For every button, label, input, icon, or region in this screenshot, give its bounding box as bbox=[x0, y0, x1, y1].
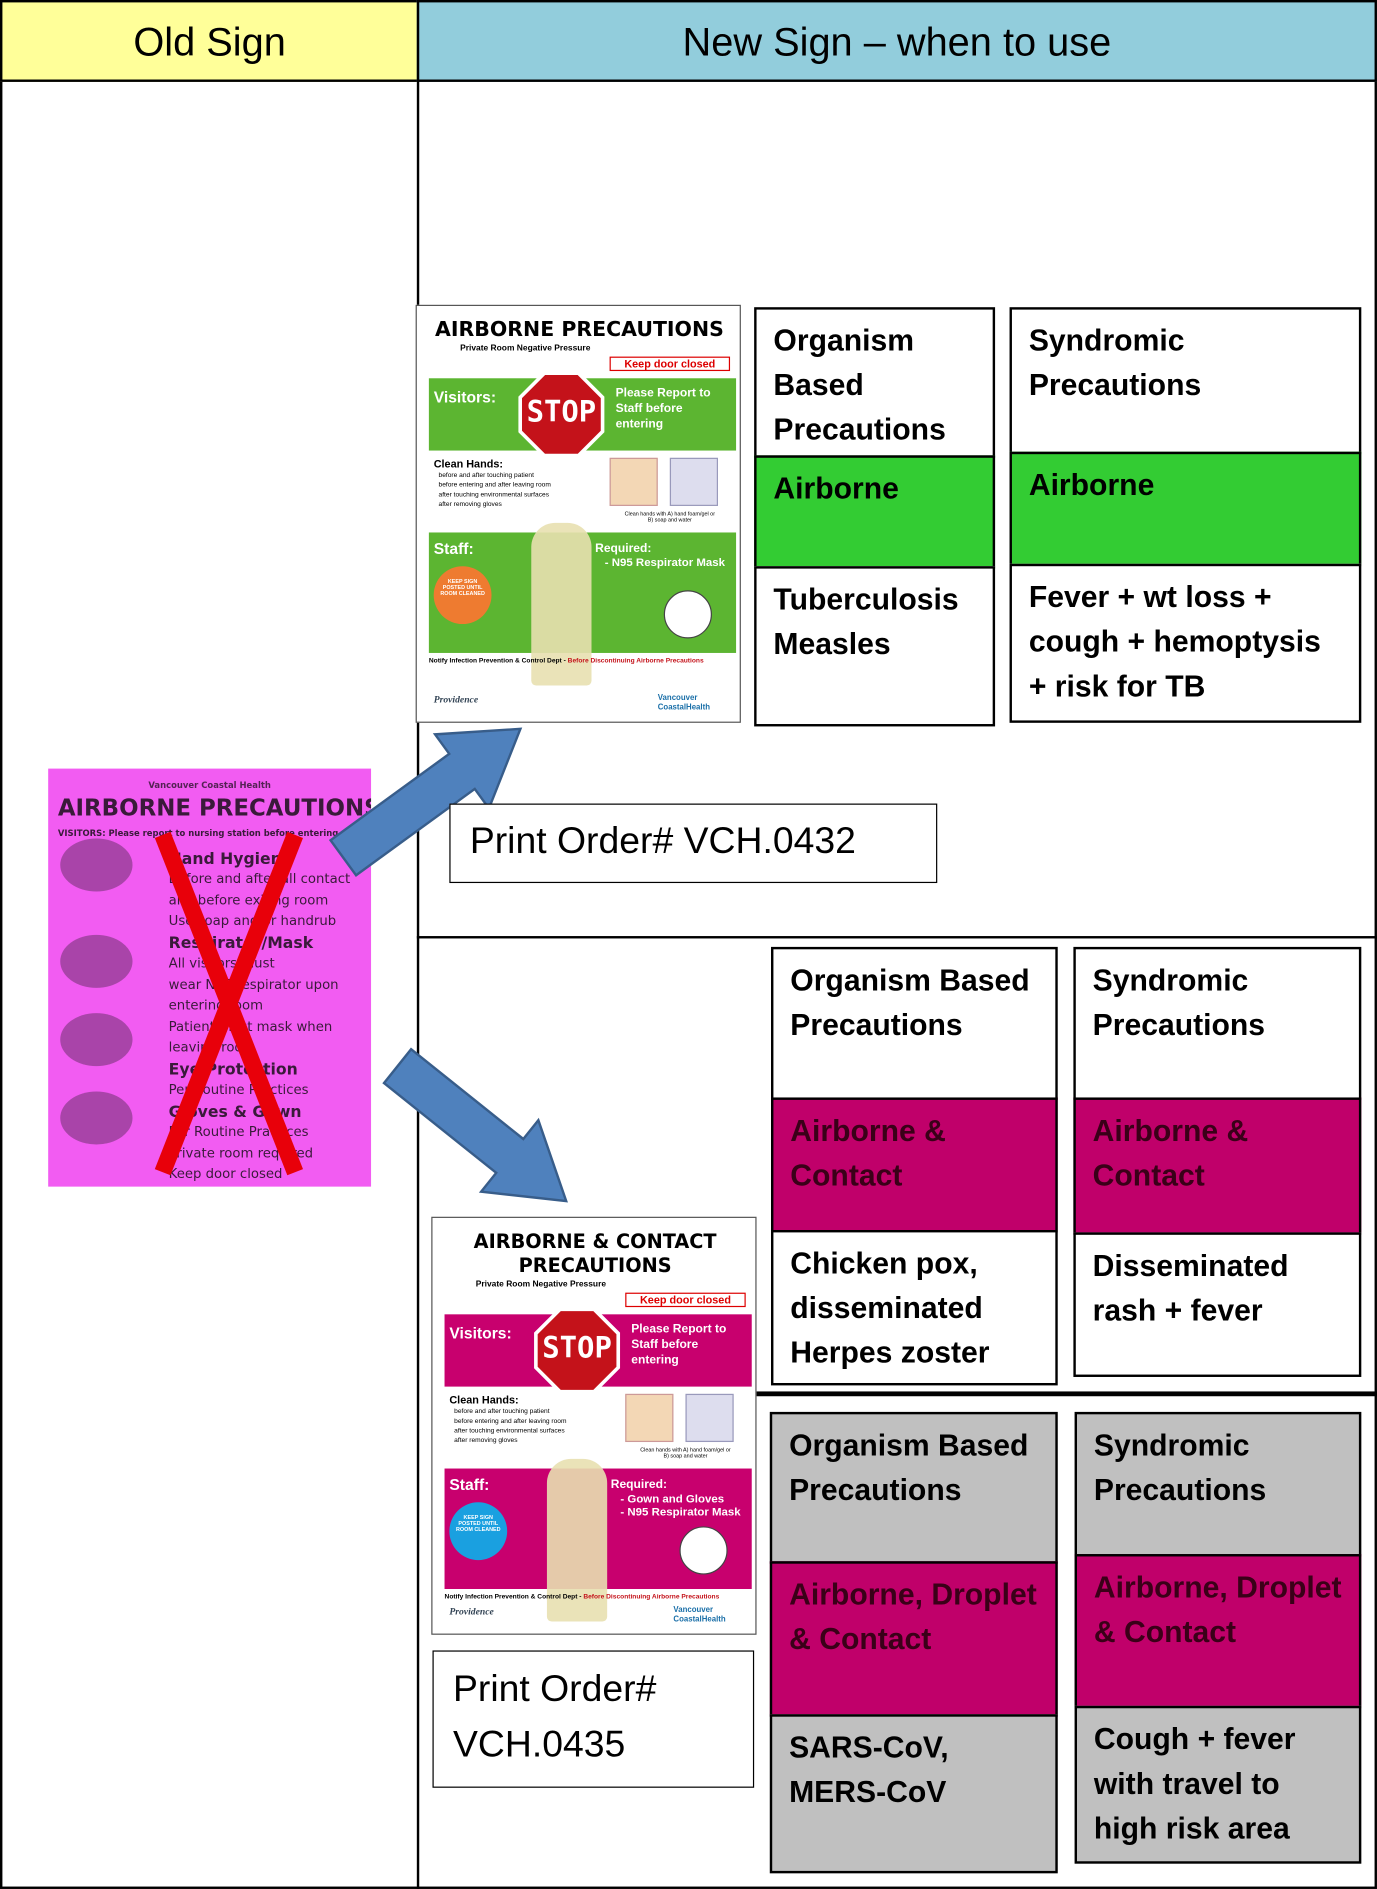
bullet: before and after touching patient bbox=[438, 472, 534, 480]
wash: Clean hands with A) hand foam/gel or B) … bbox=[624, 510, 716, 523]
cases-cell: Fever + wt loss + cough + hemoptysis + r… bbox=[1009, 563, 1362, 723]
bullet: before and after touching patient bbox=[454, 1408, 550, 1416]
icon bbox=[60, 1091, 133, 1145]
bullet: after removing gloves bbox=[454, 1437, 518, 1445]
report: Please Report to Staff before entering bbox=[631, 1322, 727, 1368]
octagon bbox=[518, 371, 605, 458]
notify: Notify Infection Prevention & Control De… bbox=[428, 657, 704, 665]
poster-title: AIRBORNE & CONTACT PRECAUTIONS bbox=[473, 1229, 717, 1277]
staff-figure bbox=[546, 1458, 608, 1622]
vch: Vancouver CoastalHealth bbox=[657, 693, 711, 712]
old-line: Keep door closed bbox=[168, 1166, 283, 1182]
door-sign: Keep door closed bbox=[609, 356, 731, 372]
notify-red: Before Discontinuing Airborne Precaution… bbox=[567, 657, 704, 665]
stop-sign bbox=[534, 1307, 621, 1394]
bullet: after removing gloves bbox=[438, 501, 502, 509]
staff: Staff: bbox=[449, 1475, 490, 1494]
divider bbox=[756, 1391, 1377, 1397]
poster-title: AIRBORNE PRECAUTIONS bbox=[435, 318, 724, 343]
header-cell: Organism Based Precautions bbox=[771, 946, 1058, 1100]
divider bbox=[416, 936, 1377, 939]
icon bbox=[60, 1013, 133, 1067]
header-cell: Syndromic Precautions bbox=[1073, 946, 1362, 1100]
visitors: Visitors: bbox=[433, 387, 497, 406]
print-order: Print Order# VCH.0435 bbox=[432, 1650, 755, 1788]
hands-img bbox=[669, 457, 719, 506]
mask-icon bbox=[663, 590, 712, 639]
icon bbox=[60, 934, 133, 988]
required: Required: bbox=[595, 542, 652, 556]
hands-img bbox=[625, 1393, 674, 1443]
header-cell: Syndromic Precautions bbox=[1009, 307, 1362, 455]
new-header: New Sign – when to use bbox=[416, 0, 1377, 82]
precaution-cell: Airborne, Droplet & Contact bbox=[769, 1561, 1058, 1717]
required-item: - Gown and Gloves bbox=[620, 1492, 725, 1506]
providence: Providence bbox=[449, 1605, 494, 1617]
required: Required: bbox=[610, 1478, 668, 1492]
cases-cell: Cough + fever with travel to high risk a… bbox=[1074, 1705, 1362, 1864]
old-title: AIRBORNE PRECAUTIONS bbox=[57, 795, 372, 822]
mask-icon bbox=[679, 1526, 728, 1575]
cases-cell: Chicken pox, disseminated Herpes zoster bbox=[771, 1229, 1058, 1386]
old-line: VISITORS: Please report to nursing stati… bbox=[57, 828, 366, 839]
keep: KEEP SIGN POSTED UNTIL ROOM CLEANED bbox=[433, 566, 492, 625]
staff: Staff: bbox=[433, 539, 474, 558]
stop: STOP bbox=[542, 1331, 612, 1365]
cases-cell: Tuberculosis Measles bbox=[754, 566, 996, 727]
stop-sign bbox=[518, 371, 605, 458]
report: Please Report to Staff before entering bbox=[615, 386, 711, 432]
providence: Providence bbox=[433, 693, 479, 705]
clean-hands: Clean Hands: bbox=[433, 457, 503, 470]
poster: AIRBORNE PRECAUTIONS Private Room Negativ… bbox=[415, 304, 741, 723]
notify: Notify Infection Prevention & Control De… bbox=[444, 1593, 720, 1602]
bullet: before entering and after leaving room bbox=[454, 1417, 567, 1426]
poster-subtitle: Private Room Negative Pressure bbox=[475, 1280, 607, 1290]
cross bbox=[154, 831, 304, 1176]
required-item: - N95 Respirator Mask bbox=[604, 556, 725, 570]
old-line: Before and after all contact bbox=[168, 870, 351, 887]
old-header: Old Sign bbox=[0, 0, 420, 82]
icon bbox=[60, 838, 133, 892]
stop: STOP bbox=[526, 395, 597, 429]
visitors: Visitors: bbox=[449, 1323, 512, 1343]
cases-cell: SARS-CoV, MERS-CoV bbox=[769, 1714, 1058, 1874]
bullet: before entering and after leaving room bbox=[438, 481, 551, 490]
old-org: Vancouver Coastal Health bbox=[148, 780, 271, 791]
icons bbox=[60, 831, 304, 1176]
clean-hands: Clean Hands: bbox=[449, 1393, 519, 1406]
wash: Clean hands with A) hand foam/gel or B) … bbox=[640, 1446, 731, 1459]
divider bbox=[416, 79, 420, 1889]
notify-red: Before Discontinuing Airborne Precaution… bbox=[583, 1593, 720, 1602]
vch: Vancouver CoastalHealth bbox=[673, 1605, 726, 1624]
bullet: after touching environmental surfaces bbox=[438, 491, 550, 499]
hands-img bbox=[609, 457, 658, 506]
poster-subtitle: Private Room Negative Pressure bbox=[460, 344, 591, 353]
precaution-cell: Airborne & Contact bbox=[771, 1097, 1058, 1233]
keep: KEEP SIGN POSTED UNTIL ROOM CLEANED bbox=[449, 1502, 508, 1561]
bullet: after touching environmental surfaces bbox=[454, 1427, 565, 1435]
precaution-cell: Airborne, Droplet & Contact bbox=[1074, 1554, 1362, 1709]
precaution-cell: Airborne & Contact bbox=[1073, 1097, 1362, 1235]
precaution-cell: Airborne bbox=[1009, 451, 1362, 567]
header-cell: Organism Based Precautions bbox=[754, 307, 996, 458]
print-order: Print Order# VCH.0432 bbox=[449, 803, 938, 884]
staff-figure bbox=[531, 522, 592, 686]
door-sign: Keep door closed bbox=[625, 1292, 746, 1308]
hands-img bbox=[685, 1393, 734, 1443]
poster: AIRBORNE & CONTACT PRECAUTIONS Private Ro… bbox=[431, 1216, 757, 1635]
required-item: - N95 Respirator Mask bbox=[620, 1505, 741, 1520]
octagon bbox=[534, 1307, 621, 1394]
old-sign: Vancouver Coastal Health AIRBORNE PRECAUT… bbox=[48, 768, 372, 1187]
old-line: Hand Hygiene bbox=[168, 849, 293, 868]
old-line: and before exiting room bbox=[168, 892, 329, 908]
header-cell: Syndromic Precautions bbox=[1074, 1411, 1362, 1557]
cases-cell: Disseminated rash + fever bbox=[1073, 1232, 1362, 1377]
precaution-cell: Airborne bbox=[754, 455, 996, 569]
header-cell: Organism Based Precautions bbox=[769, 1411, 1058, 1564]
